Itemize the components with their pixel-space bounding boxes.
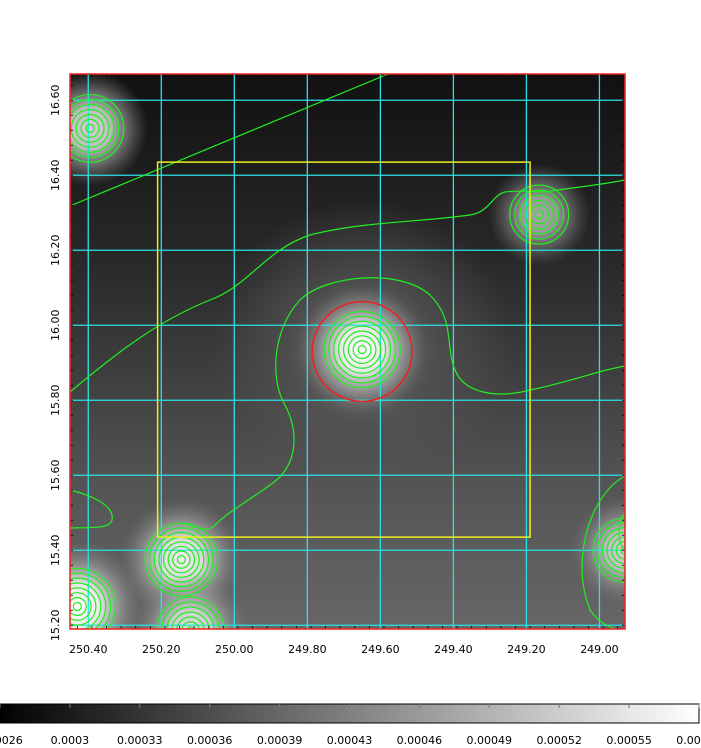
x-axis-tick-labels: 250.40 250.20 250.00 249.80 249.60 249.40 249.… xyxy=(69,643,619,656)
x-tick-label: 250.40 xyxy=(69,643,108,656)
colorbar-tick-label: 0.00055 xyxy=(606,734,652,747)
x-tick-label: 249.20 xyxy=(507,643,546,656)
colorbar-tick-label: 0.00049 xyxy=(467,734,513,747)
colorbar-tick-label: 0.00036 xyxy=(187,734,233,747)
y-tick-label: 15.40 xyxy=(49,535,62,567)
colorbar-tick-label: 0.00039 xyxy=(257,734,303,747)
colorbar-tick-label: 0.00033 xyxy=(117,734,163,747)
y-tick-label: 15.20 xyxy=(49,610,62,642)
colorbar-tick-label: 0.00058 xyxy=(676,734,701,747)
y-tick-label: 15.60 xyxy=(49,460,62,492)
y-tick-label: 16.60 xyxy=(49,85,62,117)
colorbar-tick-label: 0.00043 xyxy=(327,734,373,747)
source-glow xyxy=(297,285,427,415)
plot-area xyxy=(12,70,679,689)
colorbar-tick-label: 0.0003 xyxy=(51,734,90,747)
x-tick-label: 250.00 xyxy=(215,643,254,656)
colorbar-tick-label: 0.00026 xyxy=(0,734,23,747)
colorbar-tick-label: 0.00052 xyxy=(536,734,582,747)
y-axis-tick-labels: 16.60 16.40 16.20 16.00 15.80 15.60 15.40 15.20 xyxy=(49,85,62,642)
colorbar: 0.00026 0.0003 0.00033 0.00036 0.00039 0.0004… xyxy=(0,704,701,747)
x-tick-label: 249.60 xyxy=(361,643,400,656)
y-tick-label: 15.80 xyxy=(49,385,62,417)
colorbar-tick-label: 0.00046 xyxy=(397,734,443,747)
y-tick-label: 16.00 xyxy=(49,310,62,342)
x-tick-label: 250.20 xyxy=(142,643,181,656)
x-tick-label: 249.80 xyxy=(288,643,327,656)
y-tick-label: 16.40 xyxy=(49,160,62,192)
y-tick-label: 16.20 xyxy=(49,235,62,267)
x-tick-label: 249.40 xyxy=(434,643,473,656)
x-tick-label: 249.00 xyxy=(580,643,619,656)
